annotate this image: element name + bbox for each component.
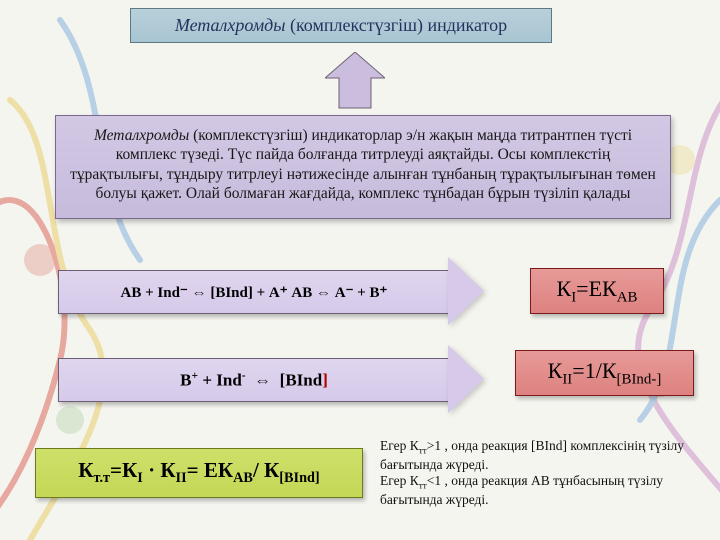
k-total-box: Кт.т=КI · КII= ЕКАВ/ К[ВInd] — [35, 448, 363, 498]
equation-arrow-2-head — [448, 345, 484, 413]
k2-box: КII=1/К[BInd-] — [515, 350, 694, 396]
title-italic: Металхромды — [175, 15, 286, 35]
equation-arrow-1: АВ + Ind⁻ ⇔ [ВInd] + А⁺ АВ ⇔ А⁻ + В⁺ — [58, 270, 450, 314]
paragraph-box: Металхромды (комплекстүзгіш) индикаторла… — [55, 115, 671, 219]
equation-arrow-2: B+ + Ind- ⇔ [BInd] — [58, 358, 450, 402]
title-box: Металхромды (комплекстүзгіш) индикатор — [130, 8, 552, 43]
note-line-2: Егер Ктт<1 , онда реакция АВ тұнбасының … — [380, 473, 700, 508]
note-line-1: Егер Ктт>1 , онда реакция [BInd] комплек… — [380, 438, 700, 473]
k1-box: КI=ЕКАВ — [530, 268, 664, 314]
k2-formula: КII=1/К[BInd-] — [548, 358, 662, 388]
k-total-formula: Кт.т=КI · КII= ЕКАВ/ К[ВInd] — [78, 458, 319, 487]
equation-arrow-1-head — [448, 257, 484, 325]
equation-1-text: АВ + Ind⁻ ⇔ [ВInd] + А⁺ АВ ⇔ А⁻ + В⁺ — [121, 283, 388, 302]
equation-2-text: B+ + Ind- ⇔ [BInd] — [180, 369, 328, 391]
k1-formula: КI=ЕКАВ — [557, 276, 638, 306]
title-rest: (комплекстүзгіш) индикатор — [285, 15, 507, 35]
paragraph-italic: Металхромды — [94, 127, 189, 144]
note-box: Егер Ктт>1 , онда реакция [BInd] комплек… — [380, 438, 700, 508]
up-arrow — [325, 52, 385, 110]
